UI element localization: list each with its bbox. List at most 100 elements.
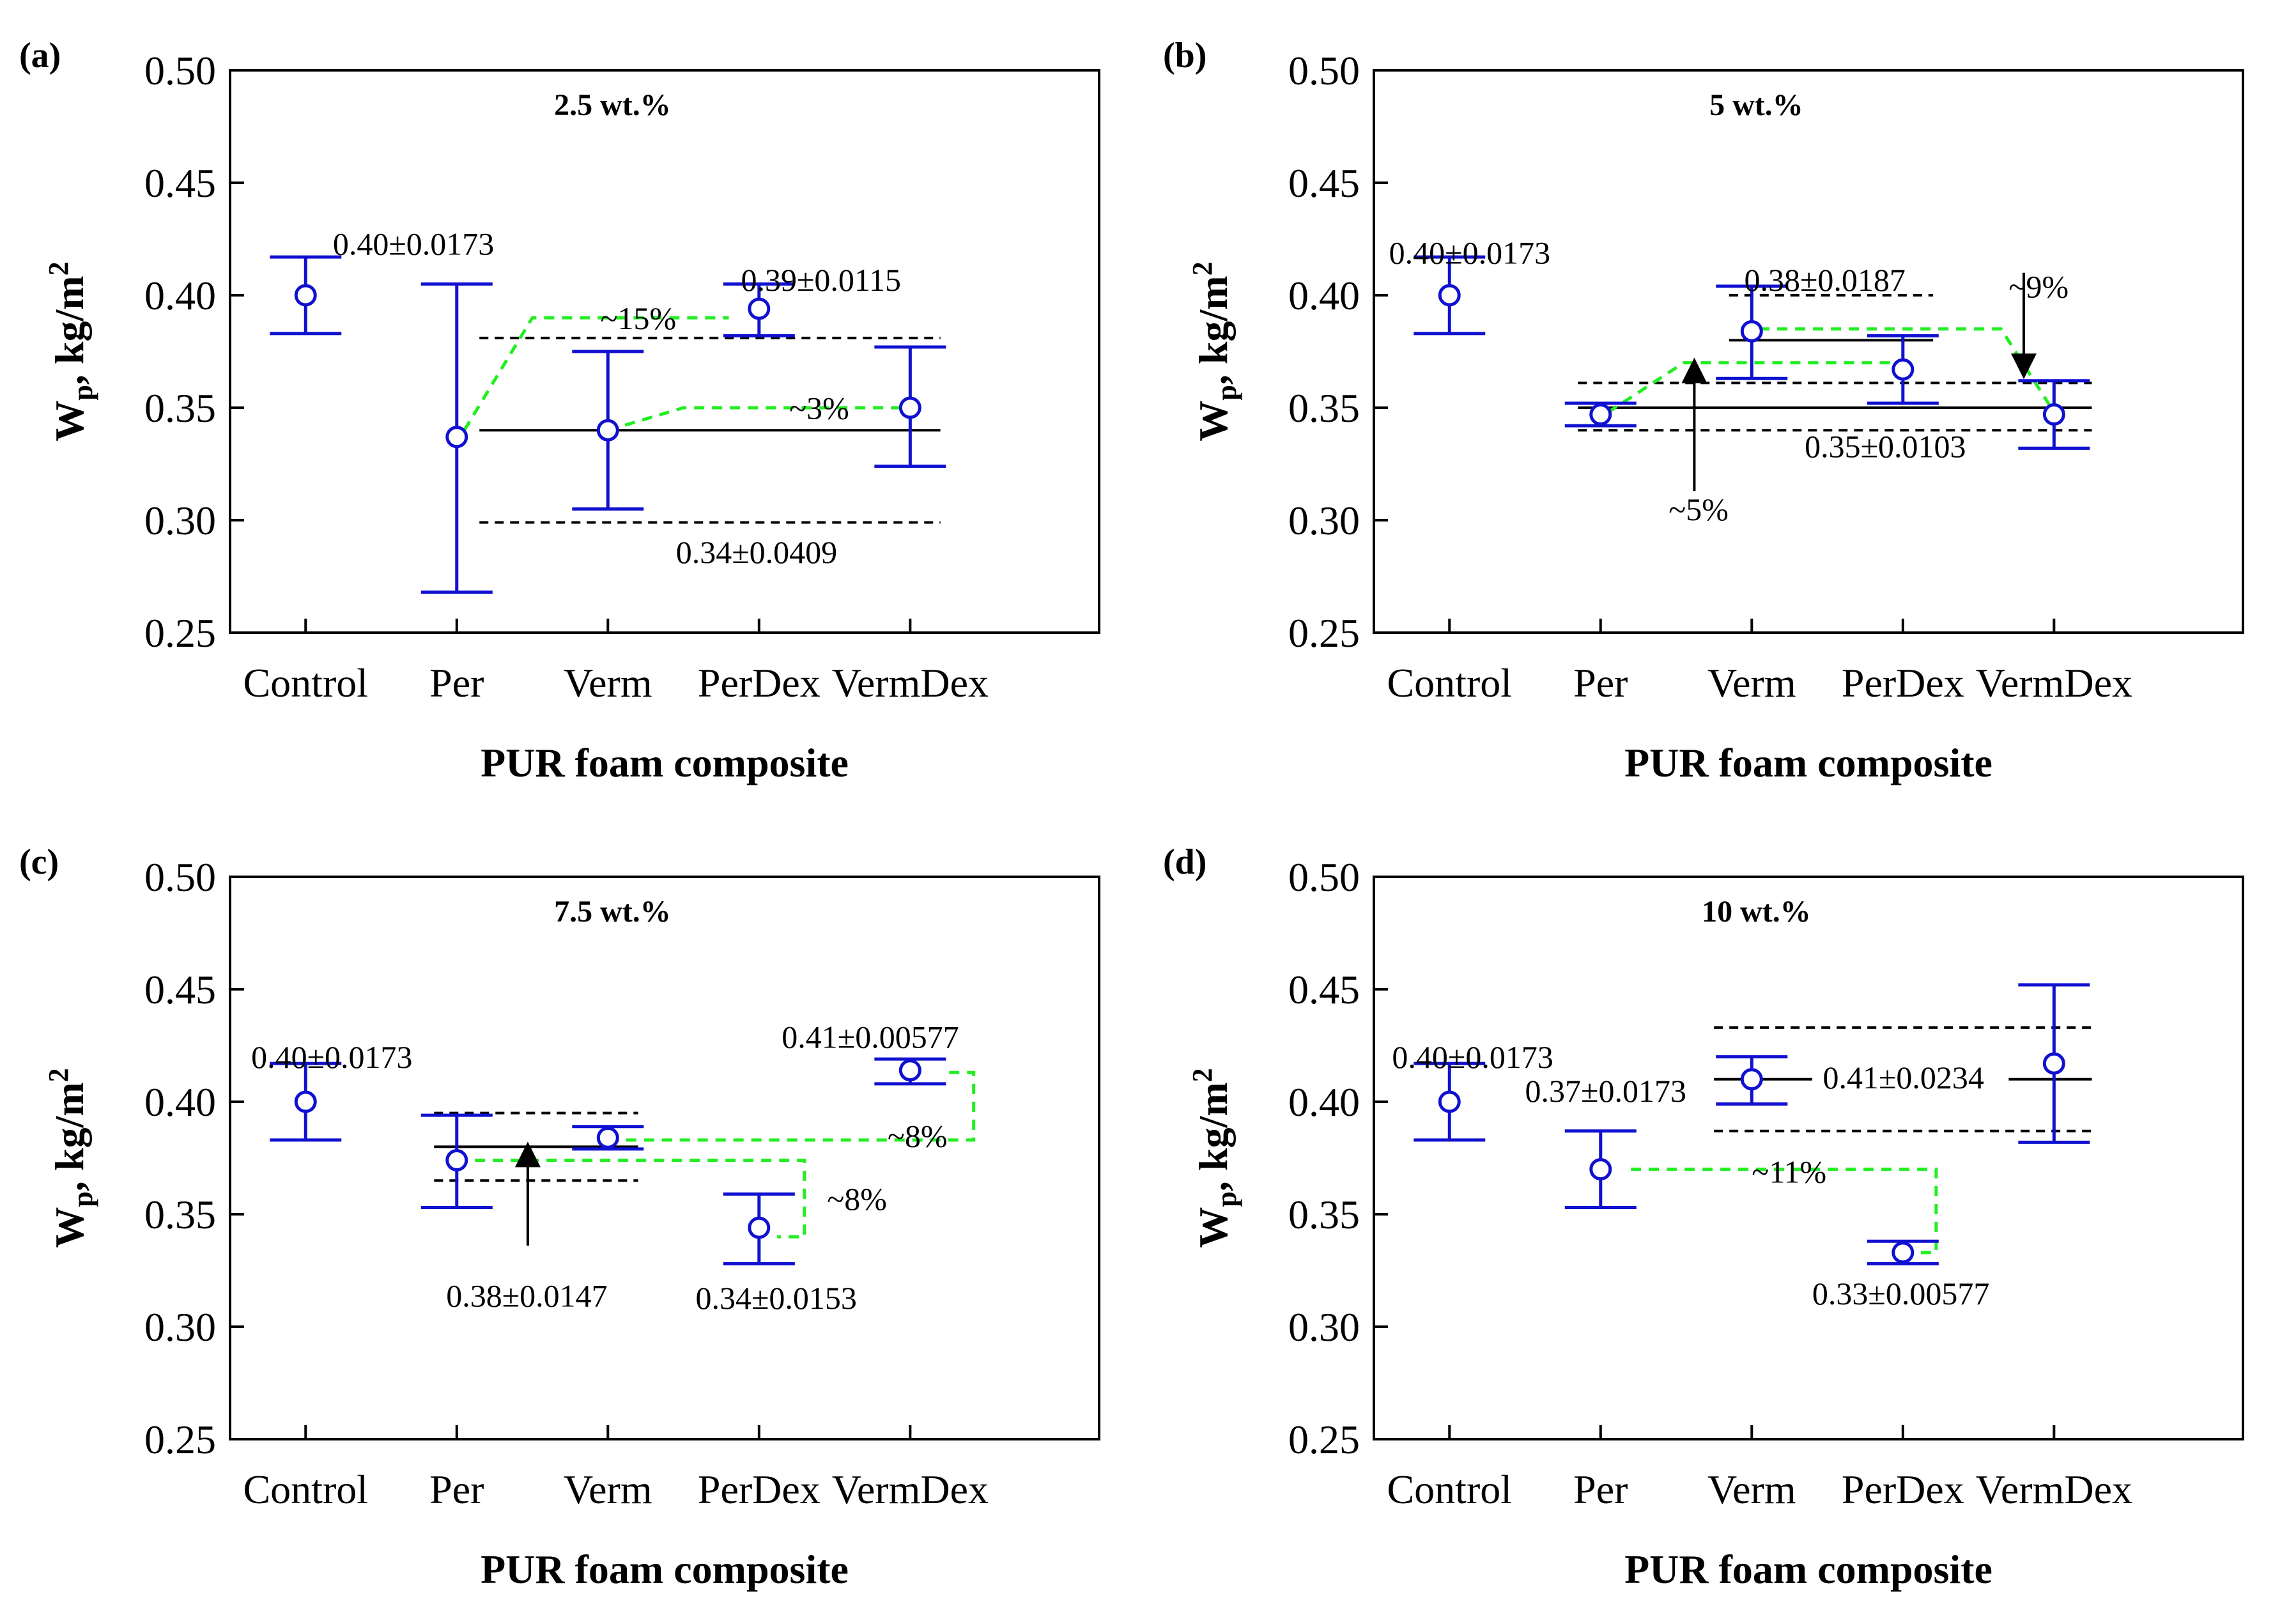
y-axis-title-sub: p	[67, 1191, 98, 1207]
x-tick-label: Verm	[1707, 660, 1796, 706]
y-tick-label: 0.45	[1288, 967, 1360, 1012]
annotation-label: ~5%	[1668, 491, 1729, 527]
comparison-path	[1759, 327, 2056, 413]
plot-frame	[1373, 69, 2244, 634]
y-axis-title-sub: p	[1211, 385, 1242, 400]
x-tick-label: VermDex	[832, 1467, 989, 1512]
annotation-label: 0.41±0.00577	[782, 1019, 959, 1055]
y-tick-label: 0.25	[1288, 610, 1360, 656]
data-point	[748, 297, 771, 320]
x-tick-label: VermDex	[1976, 660, 2132, 706]
annotation-label: 0.40±0.0173	[251, 1039, 412, 1075]
y-tick-label: 0.40	[1288, 273, 1360, 318]
x-tick-label: Verm	[1707, 1467, 1796, 1512]
y-tick-label: 0.50	[1288, 48, 1360, 93]
annotation-label: 0.39±0.0115	[741, 262, 901, 298]
annotation-label: ~8%	[827, 1181, 887, 1217]
y-axis-title-main: W	[47, 401, 92, 442]
x-tick-label: Verm	[564, 660, 652, 706]
y-tick-label: 0.35	[144, 1192, 216, 1237]
annotation-label: 0.34±0.0409	[676, 534, 837, 570]
y-tick-label: 0.45	[1288, 160, 1360, 206]
x-tick-label: PerDex	[1842, 1467, 1964, 1512]
data-point	[748, 1216, 771, 1239]
data-point	[1589, 403, 1612, 426]
plot-frame	[229, 876, 1100, 1440]
annotation-label: 0.34±0.0153	[695, 1280, 856, 1316]
y-tick-label: 0.30	[1288, 498, 1360, 543]
panel-title: 10 wt.%	[1702, 895, 1811, 929]
y-axis-title-unit: , kg/m	[47, 275, 92, 385]
y-tick-label: 0.35	[1288, 385, 1360, 431]
data-point	[2042, 403, 2065, 426]
y-axis-title-sub: p	[1211, 1191, 1242, 1207]
x-tick-label: VermDex	[1976, 1467, 2132, 1512]
x-tick-label: PerDex	[698, 660, 821, 706]
data-point	[1740, 320, 1763, 343]
y-tick-label: 0.50	[144, 854, 216, 900]
x-tick-label: Control	[1387, 660, 1512, 706]
y-tick-label: 0.40	[144, 273, 216, 318]
annotation-label: 0.41±0.0234	[1822, 1060, 1984, 1095]
x-axis-title: PUR foam composite	[1624, 740, 1992, 785]
y-tick-label: 0.30	[144, 1304, 216, 1350]
data-point	[1892, 358, 1915, 381]
annotation-label: 0.38±0.0147	[446, 1278, 607, 1313]
data-point	[1740, 1068, 1763, 1091]
plot-frame	[1373, 876, 2244, 1440]
panel-title: 7.5 wt.%	[554, 895, 671, 929]
annotation-label: 0.33±0.00577	[1812, 1276, 1989, 1311]
annotation-label: 0.38±0.0187	[1744, 262, 1905, 298]
y-axis-title-unit: , kg/m	[1190, 1082, 1236, 1191]
x-tick-label: Per	[429, 1467, 484, 1512]
panel-title: 2.5 wt.%	[554, 88, 671, 122]
x-axis-title: PUR foam composite	[481, 740, 849, 785]
y-axis-title: Wp, kg/m2	[1187, 1068, 1242, 1247]
y-axis-title-sup: 2	[1187, 261, 1218, 275]
data-point	[596, 1126, 619, 1149]
x-tick-label: Per	[1573, 660, 1628, 706]
y-tick-label: 0.35	[144, 385, 216, 431]
y-axis-title-main: W	[47, 1207, 92, 1248]
y-tick-label: 0.45	[144, 160, 216, 206]
chart-panel-2: (c) 0.25 0.30 0.35 0.40 0.45 0.50 Control Per Ver…	[19, 842, 1100, 1592]
annotation-label: 0.40±0.0173	[1392, 1039, 1553, 1075]
annotation-label: 0.37±0.0173	[1525, 1073, 1686, 1109]
data-point	[1438, 284, 1461, 307]
data-point	[294, 284, 317, 307]
y-axis-title: Wp, kg/m2	[1187, 261, 1242, 441]
x-tick-label: Control	[243, 1467, 368, 1512]
x-tick-label: PerDex	[1842, 660, 1964, 706]
panel-letter: (c)	[19, 842, 59, 882]
comparison-path	[626, 1070, 976, 1142]
comparison-path	[1631, 1168, 1938, 1255]
y-tick-label: 0.25	[1288, 1417, 1360, 1462]
annotation-label: ~11%	[1752, 1154, 1826, 1190]
x-axis-title: PUR foam composite	[1624, 1547, 1992, 1592]
annotation-label: 0.40±0.0173	[333, 226, 494, 262]
annotation-label: ~9%	[2008, 269, 2069, 305]
x-tick-label: Control	[243, 660, 368, 706]
panel-letter: (a)	[19, 36, 61, 75]
data-point	[1438, 1090, 1461, 1113]
y-tick-label: 0.25	[144, 610, 216, 656]
data-point	[898, 1059, 921, 1082]
y-tick-label: 0.50	[144, 48, 216, 93]
y-axis-title-main: W	[1190, 1207, 1236, 1248]
y-tick-label: 0.50	[1288, 854, 1360, 900]
chart-panel-0: (a) 0.25 0.30 0.35 0.40 0.45 0.50 Control Per Ver…	[19, 36, 1100, 785]
data-point	[1892, 1241, 1915, 1264]
y-tick-label: 0.35	[1288, 1192, 1360, 1237]
annotation-label: ~8%	[888, 1118, 948, 1154]
x-tick-label: PerDex	[698, 1467, 821, 1512]
data-point	[294, 1090, 317, 1113]
y-axis-title-sup: 2	[43, 1068, 74, 1082]
y-axis-title-main: W	[1190, 401, 1236, 442]
data-point	[445, 1149, 468, 1172]
x-axis-title: PUR foam composite	[481, 1547, 849, 1592]
panel-title: 5 wt.%	[1709, 88, 1803, 122]
annotation-label: ~15%	[600, 300, 676, 336]
data-point	[2042, 1052, 2065, 1075]
data-point	[596, 419, 619, 442]
data-point	[1589, 1158, 1612, 1181]
